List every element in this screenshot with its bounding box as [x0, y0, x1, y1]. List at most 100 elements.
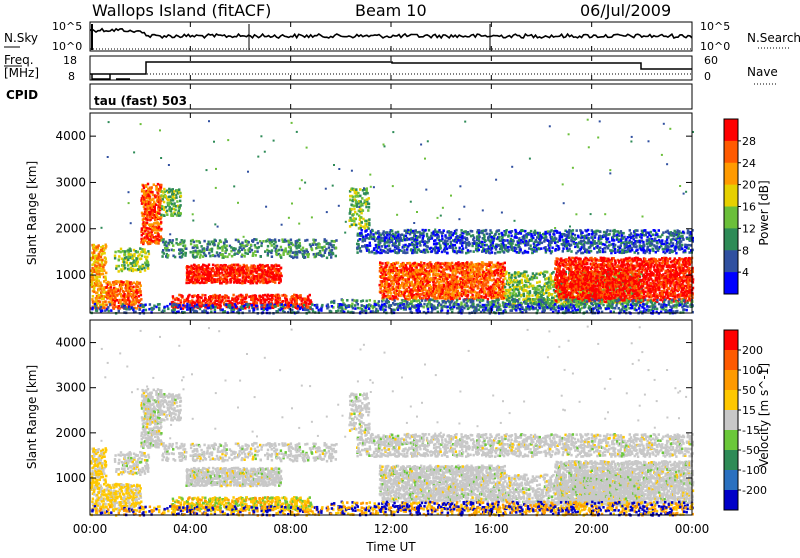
range-cell [508, 249, 510, 252]
range-cell [226, 269, 228, 272]
range-cell [406, 248, 408, 251]
range-cell [130, 293, 132, 296]
range-cell [258, 246, 260, 249]
range-cell [360, 216, 362, 219]
range-cell [423, 264, 425, 267]
range-cell [471, 283, 473, 286]
range-cell [383, 230, 385, 233]
range-cell [440, 273, 442, 276]
range-cell [616, 236, 618, 239]
range-cell [472, 264, 474, 267]
range-cell [407, 275, 409, 278]
range-cell [140, 294, 142, 297]
range-cell [608, 244, 610, 247]
range-cell [353, 208, 355, 211]
range-cell [649, 249, 651, 252]
range-cell [551, 247, 553, 250]
range-cell [422, 235, 424, 238]
range-cell [647, 246, 649, 249]
range-cell [544, 239, 546, 242]
range-cell [261, 270, 263, 273]
range-cell [209, 243, 211, 246]
range-cell [622, 250, 624, 253]
range-cell [113, 284, 115, 287]
range-cell [356, 213, 358, 216]
range-cell [172, 244, 174, 247]
range-cell [604, 251, 606, 254]
range-cell [96, 276, 98, 279]
range-cell [115, 288, 117, 291]
range-cell [431, 250, 433, 253]
range-cell [450, 236, 452, 239]
range-cell [145, 227, 147, 230]
range-cell [115, 280, 117, 283]
range-cell [169, 239, 171, 242]
range-cell [118, 270, 120, 273]
range-cell [193, 294, 195, 297]
range-cell [544, 246, 546, 249]
range-cell [208, 264, 210, 267]
range-cell [405, 295, 407, 298]
range-cell [208, 252, 210, 255]
nsearch-label: N.Search [747, 31, 800, 45]
range-cell [207, 270, 209, 273]
range-cell [165, 241, 167, 244]
range-cell [658, 229, 660, 232]
range-cell [123, 261, 125, 264]
range-cell [278, 239, 280, 242]
range-cell [682, 231, 684, 234]
range-cell [444, 234, 446, 237]
range-cell [462, 267, 464, 270]
range-cell [165, 206, 167, 209]
range-cell [271, 249, 273, 252]
range-cell [257, 242, 259, 245]
range-cell [139, 290, 141, 293]
range-cell [473, 250, 475, 253]
range-cell [204, 294, 206, 297]
range-cell [420, 261, 422, 264]
range-cell [308, 253, 310, 256]
range-cell [182, 253, 184, 256]
range-cell [366, 237, 368, 240]
range-cell [255, 295, 257, 298]
range-cell [572, 229, 574, 232]
range-cell [289, 246, 291, 249]
range-cell [180, 299, 182, 302]
range-cell [516, 236, 518, 239]
range-cell [218, 255, 220, 258]
range-cell [160, 228, 162, 231]
range-cell [215, 240, 217, 243]
range-cell [121, 287, 123, 290]
range-cell [190, 251, 192, 254]
range-cell [255, 238, 257, 241]
range-cell [639, 244, 641, 247]
range-cell [351, 208, 353, 211]
range-cell [239, 279, 241, 282]
range-cell [465, 252, 467, 255]
range-cell [181, 295, 183, 298]
range-cell [527, 243, 529, 246]
range-cell [588, 239, 590, 242]
range-cell [235, 239, 237, 242]
range-cell [114, 251, 116, 254]
range-cell [635, 245, 637, 248]
range-cell [362, 209, 364, 212]
range-cell [556, 230, 558, 233]
range-cell [595, 233, 597, 236]
range-cell [360, 212, 362, 215]
range-cell [255, 254, 257, 257]
range-cell [244, 252, 246, 255]
range-cell [602, 251, 604, 254]
range-cell [119, 307, 121, 310]
range-cell [620, 242, 622, 245]
range-cell [360, 232, 362, 235]
range-cell [144, 251, 146, 254]
range-cell [166, 210, 168, 213]
range-cell [471, 245, 473, 248]
range-cell [133, 282, 135, 285]
range-cell [137, 260, 139, 263]
range-cell [359, 188, 361, 191]
range-cell [506, 239, 508, 242]
range-cell [516, 251, 518, 254]
range-cell [118, 259, 120, 262]
